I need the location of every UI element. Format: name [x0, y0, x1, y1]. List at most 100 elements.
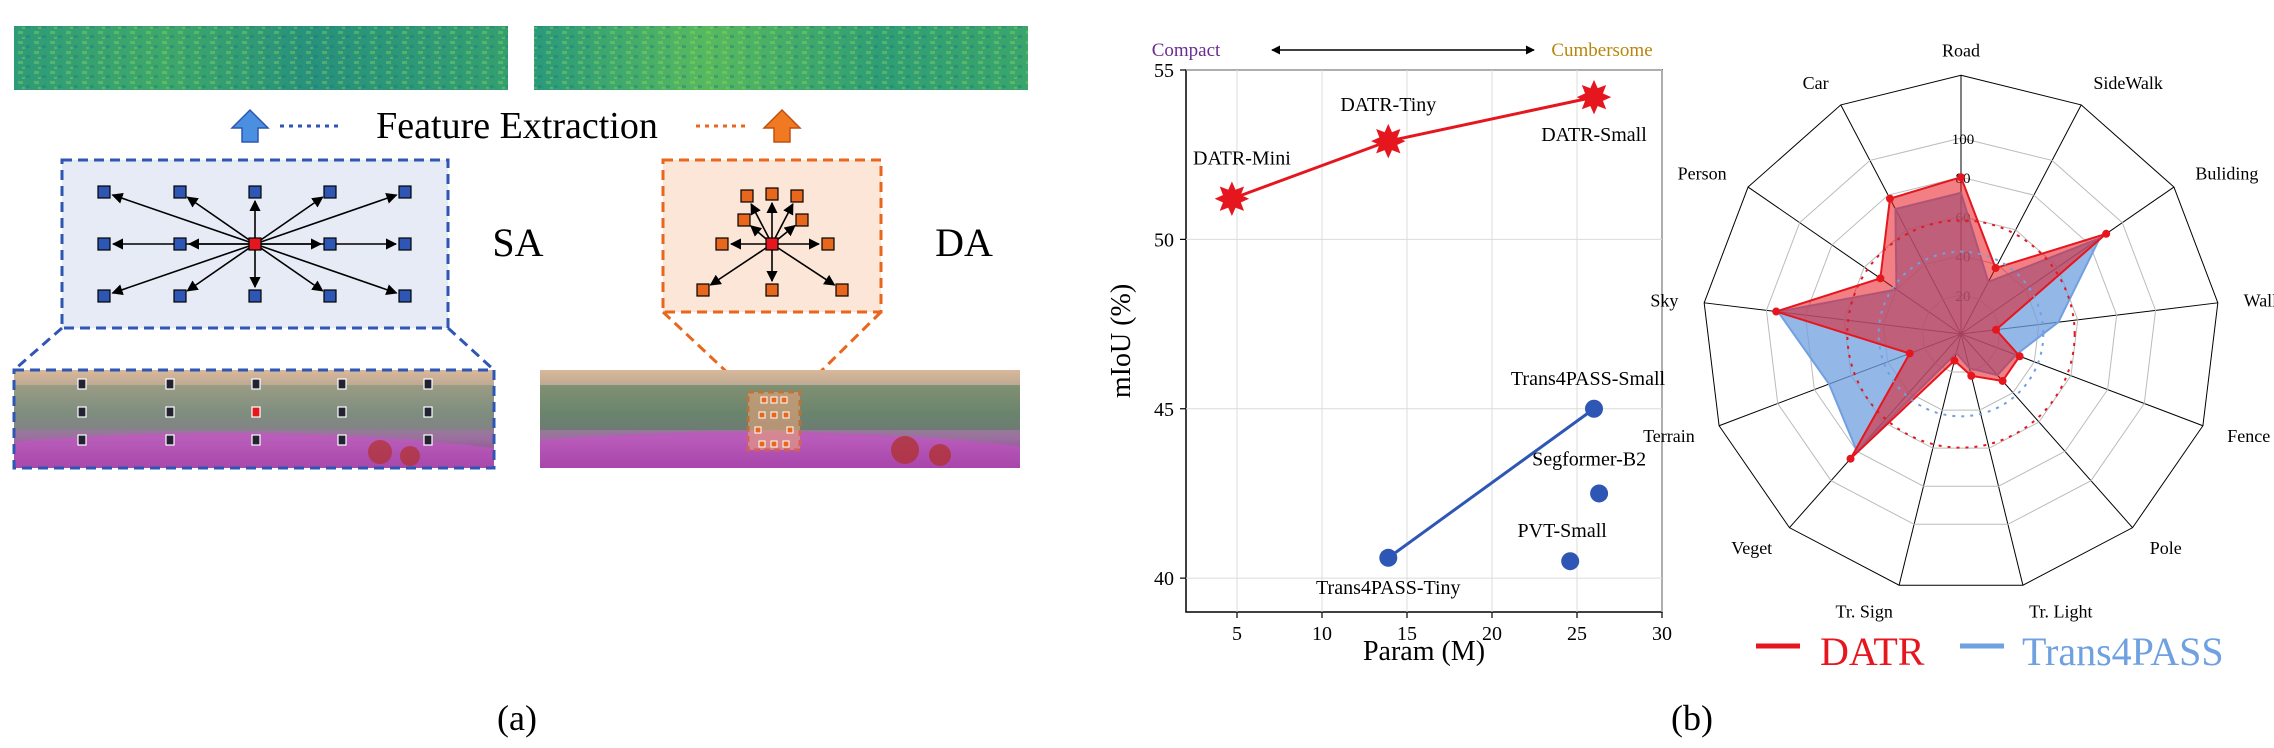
panel-a-caption: (a): [497, 698, 537, 738]
scatter-point-label: DATR-Tiny: [1340, 94, 1436, 116]
scatter-point-circle: [1379, 548, 1398, 567]
scatter-point-star: [1576, 79, 1612, 115]
radar-category-label: Fence: [2227, 426, 2270, 446]
da-attention-graph: [696, 187, 849, 297]
sa-node: [248, 289, 262, 303]
radar-category-label: Person: [1678, 163, 1727, 183]
radar-point: [1905, 349, 1914, 358]
radar-category-label: Wall: [2244, 291, 2274, 311]
sa-node: [97, 185, 111, 199]
radar-category-label: Buliding: [2195, 163, 2258, 183]
panel-b-caption: (b): [1671, 698, 1713, 738]
scatter-point-label: PVT-Small: [1518, 520, 1608, 542]
sa-label: SA: [492, 220, 543, 265]
radar-category-label: Road: [1942, 40, 1980, 60]
scatter-y-axis-label: mIoU (%): [1106, 284, 1137, 398]
scatter-point-label: Trans4PASS-Tiny: [1316, 577, 1461, 599]
feature-extraction-label: Feature Extraction: [376, 105, 658, 147]
radar-point: [1998, 376, 2007, 385]
da-node: [790, 189, 804, 203]
scatter-x-axis-label: Param (M): [1363, 636, 1485, 667]
sa-node: [173, 237, 187, 251]
sa-query-node: [248, 237, 262, 251]
sa-node: [323, 237, 337, 251]
radar-series: [1772, 173, 2111, 463]
radar-category-label: Tr. Sign: [1835, 601, 1892, 621]
sa-node: [323, 289, 337, 303]
x-tick-label: 30: [1652, 623, 1672, 645]
radar-legend: DATR Trans4PASS: [1756, 629, 2224, 674]
radar-point: [1876, 274, 1885, 283]
radar-category-label: SideWalk: [2093, 73, 2163, 93]
radar-area-datr: [1772, 175, 2107, 460]
scatter-marks: DATR-Mini DATR-Tiny DATR-Small Trans4PASS-T…: [1193, 79, 1666, 599]
scatter-point-label: Trans4PASS-Small: [1511, 368, 1666, 390]
scatter-point-circle: [1590, 484, 1609, 503]
da-node: [715, 237, 729, 251]
y-tick-label: 40: [1154, 568, 1174, 590]
panel-b-radar: 20406080100 RoadSideWalkBulidingWallFenc…: [1643, 40, 2274, 674]
radar-category-label: Tr. Light: [2029, 601, 2092, 621]
sa-node: [173, 289, 187, 303]
da-node: [696, 283, 710, 297]
y-tick-label: 55: [1154, 60, 1174, 82]
y-tick-label: 50: [1154, 229, 1174, 251]
scatter-point-star: [1214, 181, 1250, 216]
da-label: DA: [935, 220, 993, 265]
sa-attention-graph: [97, 185, 412, 303]
radar-point: [1967, 371, 1976, 380]
up-arrow-blue-icon: [230, 108, 270, 143]
radar-category-label: Sky: [1650, 291, 1678, 311]
da-node: [795, 213, 809, 227]
radar-point: [1991, 264, 2000, 273]
sa-node: [97, 237, 111, 251]
da-node: [740, 189, 754, 203]
scatter-point-star: [1371, 123, 1406, 159]
da-node: [835, 283, 849, 297]
sa-node: [398, 185, 412, 199]
radar-point: [2015, 352, 2024, 361]
compact-label: Compact: [1152, 40, 1221, 61]
cumbersome-label: Cumbersome: [1551, 40, 1652, 61]
sa-node: [398, 289, 412, 303]
legend-label-trans4pass: Trans4PASS: [2022, 629, 2224, 674]
radar-tick-label: 100: [1952, 132, 1975, 148]
radar-point: [1846, 454, 1855, 463]
radar-point: [1992, 325, 2001, 334]
sa-node: [398, 237, 412, 251]
scene-image-sa: [12, 368, 496, 470]
x-tick-label: 10: [1312, 623, 1332, 645]
da-node: [821, 237, 835, 251]
radar-point: [2102, 229, 2111, 238]
scatter-point-circle: [1561, 552, 1580, 571]
radar-category-label: Car: [1803, 73, 1829, 93]
y-tick-label: 45: [1154, 399, 1174, 421]
sa-node: [323, 185, 337, 199]
radar-point: [1950, 356, 1959, 365]
scene-image-da: [540, 370, 1020, 468]
x-tick-label: 5: [1232, 623, 1242, 645]
x-tick-label: 25: [1567, 623, 1587, 645]
da-node: [765, 187, 779, 201]
da-node: [737, 213, 751, 227]
radar-category-label: Pole: [2150, 538, 2182, 558]
up-arrow-orange-icon: [762, 108, 802, 143]
legend-label-datr: DATR: [1820, 629, 1925, 674]
scatter-point-label: Segformer-B2: [1532, 448, 1646, 470]
panel-b-scatter: Compact Cumbersome 5 10 15 20 25 30 40 45 50 55 D…: [1106, 40, 1713, 738]
scatter-ticks: 5 10 15 20 25 30 40 45 50 55: [1154, 60, 1672, 645]
scatter-grid: [1186, 69, 1663, 612]
radar-labels: Road SideWalk Buliding Wall Fence Pole Tr. Lig…: [1643, 40, 2274, 621]
scatter-point-label: DATR-Small: [1541, 124, 1647, 146]
radar-category-label: Veget: [1731, 538, 1772, 558]
scatter-point-circle: [1585, 399, 1603, 418]
radar-point: [1772, 307, 1781, 316]
sa-node: [173, 185, 187, 199]
radar-category-label: Terrain: [1643, 426, 1695, 446]
scatter-point-label: DATR-Mini: [1193, 148, 1291, 170]
da-node: [765, 283, 779, 297]
panel-a: Feature Extraction SA DA: [12, 26, 1028, 738]
x-tick-label: 15: [1397, 623, 1417, 645]
radar-point: [1885, 194, 1894, 203]
da-query-node: [765, 237, 779, 251]
